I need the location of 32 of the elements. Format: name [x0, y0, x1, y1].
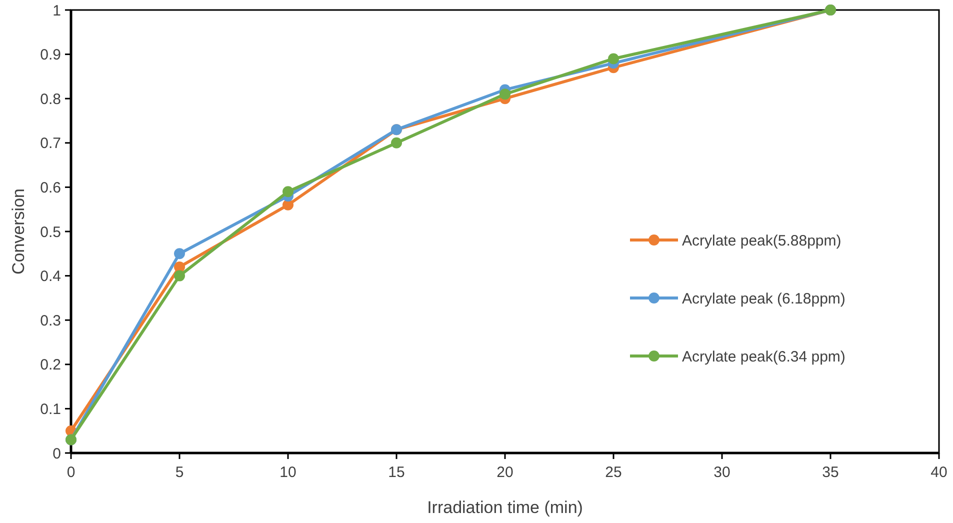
x-tick-label: 35: [822, 464, 839, 481]
point: [282, 199, 294, 210]
x-tick-label: 10: [280, 464, 296, 481]
legend-label: Acrylate peak(5.88ppm): [682, 232, 842, 250]
y-tick-label: 0.1: [40, 400, 61, 418]
point: [608, 53, 619, 64]
y-tick-label: 0.5: [40, 224, 61, 241]
point: [174, 270, 185, 282]
legend-label: Acrylate peak(6.34 ppm): [682, 348, 846, 366]
y-tick-label: 1: [52, 2, 61, 20]
point: [500, 88, 510, 100]
point: [174, 248, 185, 260]
point: [391, 137, 402, 148]
x-tick-label: 25: [605, 464, 622, 481]
y-tick-label: 0.2: [40, 356, 61, 374]
y-tick-label: 0.7: [40, 135, 61, 152]
point: [282, 186, 294, 198]
y-tick-label: 0.4: [40, 268, 61, 286]
y-tick-label: 0.9: [40, 46, 61, 64]
x-tick-label: 15: [388, 464, 405, 481]
y-tick-label: 0.8: [40, 90, 61, 108]
x-tick-label: 5: [175, 464, 184, 481]
x-tick-label: 0: [66, 464, 76, 481]
y-tick-label: 0.6: [40, 179, 61, 196]
y-tick-label: 0: [52, 445, 61, 462]
x-axis-title: Irradiation time (min): [427, 498, 583, 517]
legend-label: Acrylate peak (6.18ppm): [682, 290, 846, 308]
x-tick-label: 20: [496, 464, 514, 481]
x-tick-label: 30: [714, 464, 730, 481]
y-axis-title: Conversion: [9, 188, 28, 274]
x-tick-label: 40: [930, 464, 948, 481]
y-tick-label: 0.3: [40, 312, 61, 330]
